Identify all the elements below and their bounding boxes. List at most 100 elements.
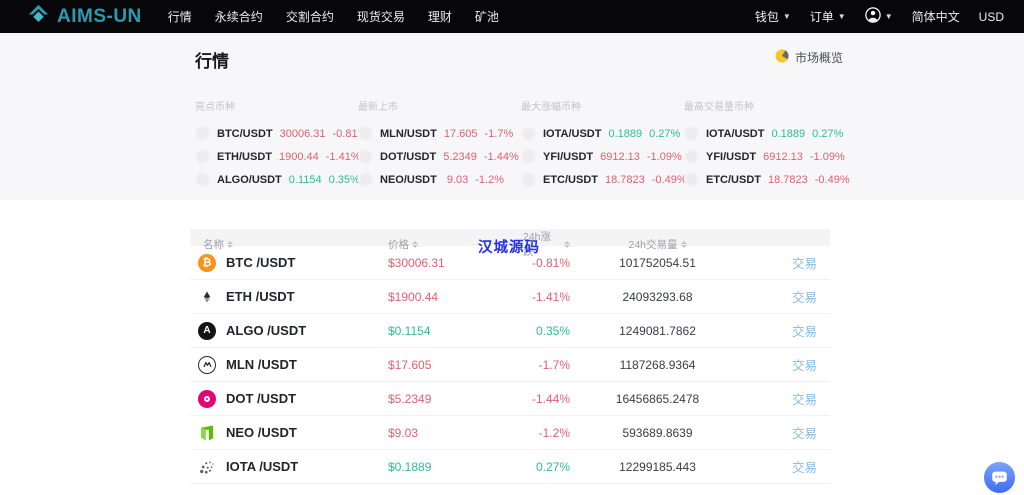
coin-placeholder-icon xyxy=(521,126,536,141)
overview-column: 最大涨幅币种 IOTA/USDT 0.1889 0.27% YFI/USDT 6912.1… xyxy=(521,98,687,191)
trade-link[interactable]: 交易 xyxy=(791,325,817,339)
overview-pair-row[interactable]: MLN/USDT 17.605 -1.7% xyxy=(358,122,513,145)
volume-cell: 12299185.443 xyxy=(619,459,696,474)
iota-coin-icon xyxy=(198,458,216,476)
table-row: MLN /USDT $17.605 -1.7% 1187268.9364 交易 xyxy=(190,348,830,382)
pair-label: DOT/USDT xyxy=(380,150,437,163)
eth-coin-icon xyxy=(198,287,216,306)
table-row-partial xyxy=(190,484,830,495)
top-navbar: AIMS-UN 行情 永续合约 交割合约 现货交易 理财 矿池 钱包 ▼ 订单 ▼ ▼ 简… xyxy=(0,0,1024,33)
pair-label: IOTA/USDT xyxy=(706,127,765,140)
nav-menu: 行情 永续合约 交割合约 现货交易 理财 矿池 xyxy=(168,8,499,25)
nav-item-4[interactable]: 理财 xyxy=(427,10,452,24)
pair-label: ETH /USDT xyxy=(226,289,295,304)
coin-placeholder-icon xyxy=(358,126,373,141)
pair-price: 9.03 xyxy=(446,173,469,186)
overview-pair-row[interactable]: BTC/USDT 30006.31 -0.81% xyxy=(195,122,367,145)
overview-pair-row[interactable]: DOT/USDT 5.2349 -1.44% xyxy=(358,145,519,168)
overview-column-title: 亮点币种 xyxy=(195,102,235,113)
coin-name-cell[interactable]: MLN /USDT xyxy=(190,355,388,374)
markets-hero-section: 行情 市场概览 亮点币种 BTC/USDT 30006.31 -0.81% ETH/US… xyxy=(0,33,1024,200)
pair-price: 0.1154 xyxy=(288,173,322,186)
pair-price: 0.1889 xyxy=(771,127,806,140)
coin-placeholder-icon xyxy=(195,172,210,187)
coin-placeholder-icon xyxy=(195,149,210,164)
table-row: DOT /USDT $5.2349 -1.44% 16456865.2478 交易 xyxy=(190,382,830,416)
wallet-dropdown[interactable]: 钱包 ▼ xyxy=(755,8,791,25)
overview-pair-row[interactable]: YFI/USDT 6912.13 -1.09% xyxy=(521,145,682,168)
column-header-volume[interactable]: 24h交易量 xyxy=(570,237,745,252)
trade-link[interactable]: 交易 xyxy=(791,291,817,305)
nav-item-2[interactable]: 交割合约 xyxy=(285,10,334,24)
sort-icon xyxy=(680,240,687,248)
coin-placeholder-icon xyxy=(684,172,699,187)
pair-price: 17.605 xyxy=(443,127,478,140)
overview-pair-row[interactable]: ETC/USDT 18.7823 -0.49% xyxy=(684,168,850,191)
overview-pair-row[interactable]: ETC/USDT 18.7823 -0.49% xyxy=(521,168,687,191)
nav-item-3[interactable]: 现货交易 xyxy=(356,10,405,24)
pair-label: NEO/USDT xyxy=(380,173,437,186)
change-cell: -1.2% xyxy=(538,425,570,440)
change-cell: 0.35% xyxy=(535,323,570,338)
volume-cell: 101752054.51 xyxy=(619,255,696,270)
table-row: A ALGO /USDT $0.1154 0.35% 1249081.7862 交易 xyxy=(190,314,830,348)
trade-link[interactable]: 交易 xyxy=(791,359,817,373)
change-cell: -1.44% xyxy=(531,391,570,406)
language-selector[interactable]: 简体中文 xyxy=(911,10,960,24)
coin-name-cell[interactable]: ₿ BTC /USDT xyxy=(190,253,388,272)
pair-label: BTC/USDT xyxy=(217,127,273,140)
column-header-name[interactable]: 名称 xyxy=(190,237,388,252)
overview-pair-row[interactable]: IOTA/USDT 0.1889 0.27% xyxy=(521,122,680,145)
mln-coin-icon xyxy=(198,355,216,374)
pair-price: 30006.31 xyxy=(279,127,326,140)
pair-price: 0.1889 xyxy=(608,127,643,140)
pair-price: 1900.44 xyxy=(279,150,319,163)
pair-label: ETH/USDT xyxy=(217,150,272,163)
column-header-label: 价格 xyxy=(388,238,409,251)
table-row: NEO /USDT $9.03 -1.2% 593689.8639 交易 xyxy=(190,416,830,450)
trade-link[interactable]: 交易 xyxy=(791,461,817,475)
nav-item-1[interactable]: 永续合约 xyxy=(214,10,263,24)
overview-pair-row[interactable]: NEO/USDT 9.03 -1.2% xyxy=(358,168,510,191)
overview-column-title: 最新上市 xyxy=(358,102,398,113)
account-dropdown[interactable]: ▼ xyxy=(864,7,893,26)
column-header-price[interactable]: 价格 xyxy=(388,237,523,252)
orders-label: 订单 xyxy=(809,10,834,24)
overview-pair-row[interactable]: ALGO/USDT 0.1154 0.35% xyxy=(195,168,360,191)
overview-pair-row[interactable]: ETH/USDT 1900.44 -1.41% xyxy=(195,145,361,168)
pair-change: -1.41% xyxy=(325,150,361,163)
coin-placeholder-icon xyxy=(358,172,373,187)
sort-icon xyxy=(227,240,233,248)
brand-logo-icon xyxy=(28,4,49,30)
nav-item-5[interactable]: 矿池 xyxy=(474,10,499,24)
overview-pair-row[interactable]: IOTA/USDT 0.1889 0.27% xyxy=(684,122,843,145)
page-title: 行情 xyxy=(195,52,229,71)
coin-name-cell[interactable]: NEO /USDT xyxy=(190,424,388,442)
overview-pair-row[interactable]: YFI/USDT 6912.13 -1.09% xyxy=(684,145,845,168)
currency-selector[interactable]: USD xyxy=(978,9,1004,24)
orders-dropdown[interactable]: 订单 ▼ xyxy=(810,8,846,25)
volume-cell: 593689.8639 xyxy=(622,425,693,440)
nav-item-0[interactable]: 行情 xyxy=(167,10,192,24)
coin-placeholder-icon xyxy=(684,149,699,164)
coin-name-cell[interactable]: A ALGO /USDT xyxy=(190,321,388,340)
user-avatar-icon xyxy=(864,7,881,26)
table-row: ₿ BTC /USDT $30006.31 -0.81% 101752054.51 交易 xyxy=(190,246,830,280)
change-cell: -1.41% xyxy=(531,289,570,304)
chat-support-button[interactable] xyxy=(983,461,1016,494)
column-header-label: 24h交易量 xyxy=(628,238,678,251)
pair-change: 0.27% xyxy=(649,127,681,140)
market-overview-link[interactable]: 市场概览 xyxy=(775,49,843,66)
coin-name-cell[interactable]: ETH /USDT xyxy=(190,287,388,306)
coin-name-cell[interactable]: DOT /USDT xyxy=(190,389,388,408)
coin-placeholder-icon xyxy=(521,149,536,164)
sort-icon xyxy=(412,240,418,248)
brand-logo[interactable]: AIMS-UN xyxy=(28,4,142,30)
volume-cell: 1187268.9364 xyxy=(619,357,696,372)
column-header-change[interactable]: 24h涨跌 xyxy=(523,229,570,259)
trade-link[interactable]: 交易 xyxy=(791,427,817,441)
trade-link[interactable]: 交易 xyxy=(791,393,817,407)
brand-name: AIMS-UN xyxy=(57,5,142,27)
coin-name-cell[interactable]: IOTA /USDT xyxy=(190,458,388,476)
trade-link[interactable]: 交易 xyxy=(791,257,817,271)
